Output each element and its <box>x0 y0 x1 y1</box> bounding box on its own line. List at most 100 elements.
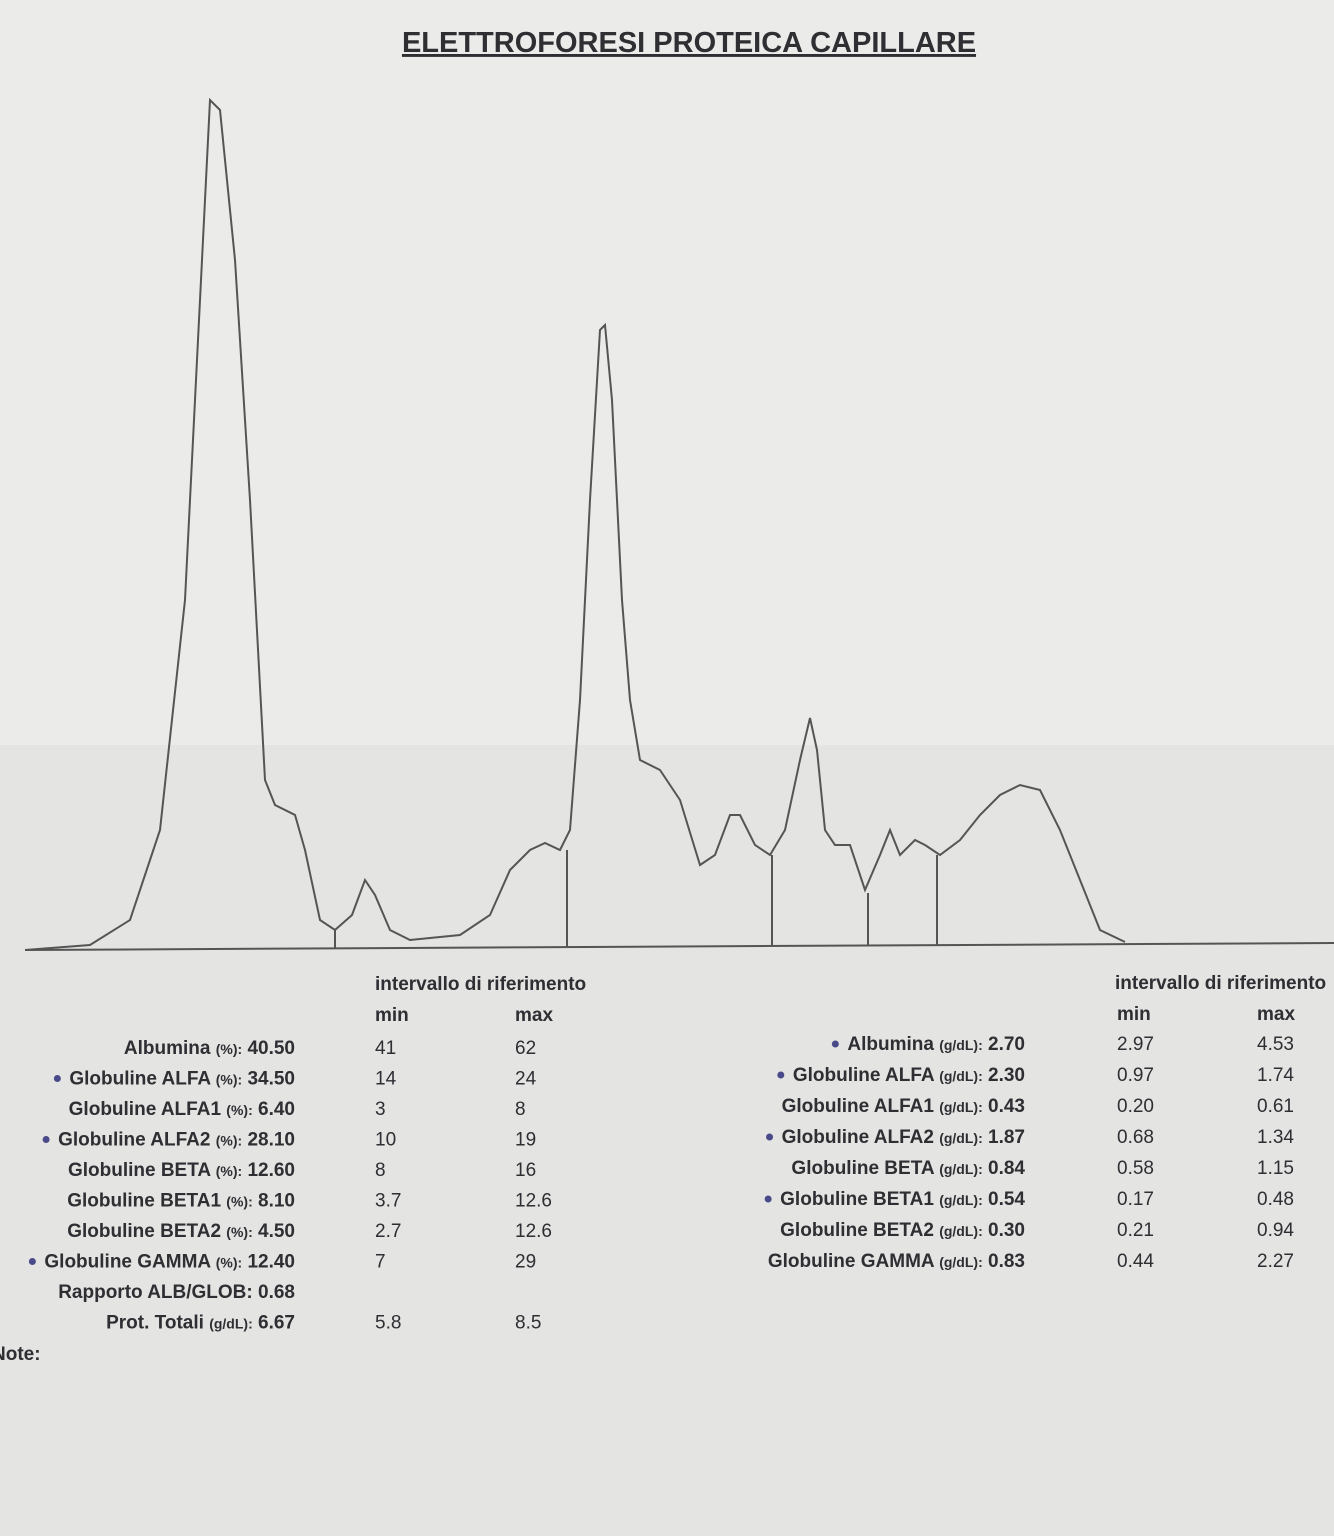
max-header: max <box>515 1005 553 1026</box>
max-header: max <box>1257 1004 1295 1025</box>
analyte-name: Globuline BETA2 <box>780 1220 934 1241</box>
analyte-name: Prot. Totali <box>106 1313 204 1334</box>
electropherogram <box>24 97 1334 951</box>
result-label: Prot. Totali (g/dL): 6.67 <box>106 1313 295 1334</box>
result-value: 0.30 <box>988 1220 1025 1241</box>
baseline <box>24 942 1334 951</box>
ref-min: 0.97 <box>1117 1065 1154 1086</box>
result-value: 6.67 <box>258 1313 295 1334</box>
analyte-name: Globuline ALFA1 <box>69 1099 222 1120</box>
out-of-range-flag <box>777 1071 785 1079</box>
out-of-range-flag <box>53 1075 61 1082</box>
result-label: Globuline BETA (%): 12.60 <box>68 1160 295 1181</box>
ref-max: 8 <box>515 1099 526 1120</box>
result-label: Albumina (%): 40.50 <box>124 1038 295 1059</box>
analyte-name: Globuline ALFA <box>793 1065 935 1086</box>
unit: (%): <box>216 1133 242 1149</box>
note-label: Note: <box>0 1344 41 1365</box>
ref-max: 1.34 <box>1257 1127 1294 1148</box>
ref-header: intervallo di riferimento <box>375 974 586 995</box>
unit: (g/dL): <box>939 1099 983 1115</box>
ref-min: 2.7 <box>375 1221 401 1242</box>
result-value: 12.60 <box>247 1160 295 1181</box>
unit: (%): <box>226 1194 252 1210</box>
min-header: min <box>375 1005 409 1026</box>
ref-min: 0.68 <box>1117 1127 1154 1148</box>
result-label: Globuline ALFA (%): 34.50 <box>69 1069 295 1090</box>
result-value: 28.10 <box>247 1130 295 1151</box>
ref-max: 19 <box>515 1130 536 1151</box>
result-value: 6.40 <box>258 1099 295 1120</box>
ref-max: 29 <box>515 1252 536 1273</box>
result-label: Globuline ALFA2 (g/dL): 1.87 <box>782 1127 1025 1148</box>
paper-fold <box>0 745 1334 1536</box>
ref-min: 8 <box>375 1160 386 1181</box>
result-value: 0.84 <box>988 1158 1025 1179</box>
analyte-name: Globuline ALFA2 <box>782 1127 934 1148</box>
ref-min: 0.58 <box>1117 1158 1154 1179</box>
unit: (%): <box>216 1163 242 1179</box>
ref-min: 14 <box>375 1069 397 1090</box>
analyte-name: Albumina <box>847 1034 934 1055</box>
ref-min: 3.7 <box>375 1191 401 1212</box>
unit: (g/dL): <box>939 1037 983 1053</box>
ref-min: 0.21 <box>1117 1220 1154 1241</box>
result-value: 2.30 <box>988 1065 1025 1086</box>
ref-min: 10 <box>375 1130 396 1151</box>
analyte-name: Globuline BETA1 <box>67 1191 221 1212</box>
out-of-range-flag <box>42 1136 50 1143</box>
unit: (g/dL): <box>939 1254 983 1270</box>
result-label: Globuline ALFA2 (%): 28.10 <box>58 1130 295 1151</box>
out-of-range-flag <box>831 1040 839 1048</box>
ref-max: 16 <box>515 1160 536 1181</box>
ref-max: 4.53 <box>1257 1034 1294 1055</box>
result-label: Globuline BETA1 (%): 8.10 <box>67 1191 295 1212</box>
result-value: 0.54 <box>988 1189 1025 1210</box>
unit: (g/dL): <box>939 1192 983 1208</box>
out-of-range-flag <box>766 1133 774 1141</box>
result-value: 40.50 <box>247 1038 295 1059</box>
analyte-name: Globuline ALFA1 <box>782 1096 935 1117</box>
min-header: min <box>1117 1004 1151 1025</box>
ref-max: 62 <box>515 1038 536 1059</box>
analyte-name: Rapporto ALB/GLOB: <box>58 1282 253 1303</box>
result-value: 12.40 <box>247 1252 295 1273</box>
result-label: Globuline BETA1 (g/dL): 0.54 <box>780 1189 1025 1210</box>
title: ELETTROFORESI PROTEICA CAPILLARE <box>402 27 976 59</box>
result-value: 4.50 <box>258 1221 295 1242</box>
result-value: 1.87 <box>988 1127 1025 1148</box>
unit: (%): <box>216 1041 242 1057</box>
ref-max: 12.6 <box>515 1191 552 1212</box>
result-value: 0.43 <box>988 1096 1025 1117</box>
ref-min: 5.8 <box>375 1313 401 1334</box>
result-label: Globuline ALFA1 (%): 6.40 <box>69 1099 295 1120</box>
ref-min: 7 <box>375 1252 386 1273</box>
result-value: 0.68 <box>258 1282 295 1303</box>
ref-min: 0.17 <box>1117 1189 1154 1210</box>
result-label: Globuline BETA (g/dL): 0.84 <box>791 1158 1025 1179</box>
ref-max: 1.74 <box>1257 1065 1294 1086</box>
unit: (g/dL): <box>939 1161 983 1177</box>
ref-max: 1.15 <box>1257 1158 1294 1179</box>
result-label: Globuline ALFA1 (g/dL): 0.43 <box>782 1096 1025 1117</box>
ref-min: 41 <box>375 1038 396 1059</box>
ref-max: 12.6 <box>515 1221 552 1242</box>
result-label: Globuline GAMMA (g/dL): 0.83 <box>768 1251 1025 1272</box>
unit: (g/dL): <box>209 1316 253 1332</box>
out-of-range-flag <box>764 1195 772 1203</box>
unit: (%): <box>226 1102 252 1118</box>
ref-max: 2.27 <box>1257 1251 1294 1272</box>
ref-min: 2.97 <box>1117 1034 1154 1055</box>
result-value: 2.70 <box>988 1034 1025 1055</box>
result-label: Globuline GAMMA (%): 12.40 <box>44 1252 295 1273</box>
ref-min: 3 <box>375 1099 386 1120</box>
ref-header: intervallo di riferimento <box>1115 973 1326 994</box>
ref-min: 0.20 <box>1117 1096 1154 1117</box>
analyte-name: Globuline BETA2 <box>67 1221 221 1242</box>
ref-min: 0.44 <box>1117 1251 1154 1272</box>
analyte-name: Globuline BETA <box>791 1158 934 1179</box>
unit: (%): <box>226 1224 252 1240</box>
analyte-name: Albumina <box>124 1038 211 1059</box>
